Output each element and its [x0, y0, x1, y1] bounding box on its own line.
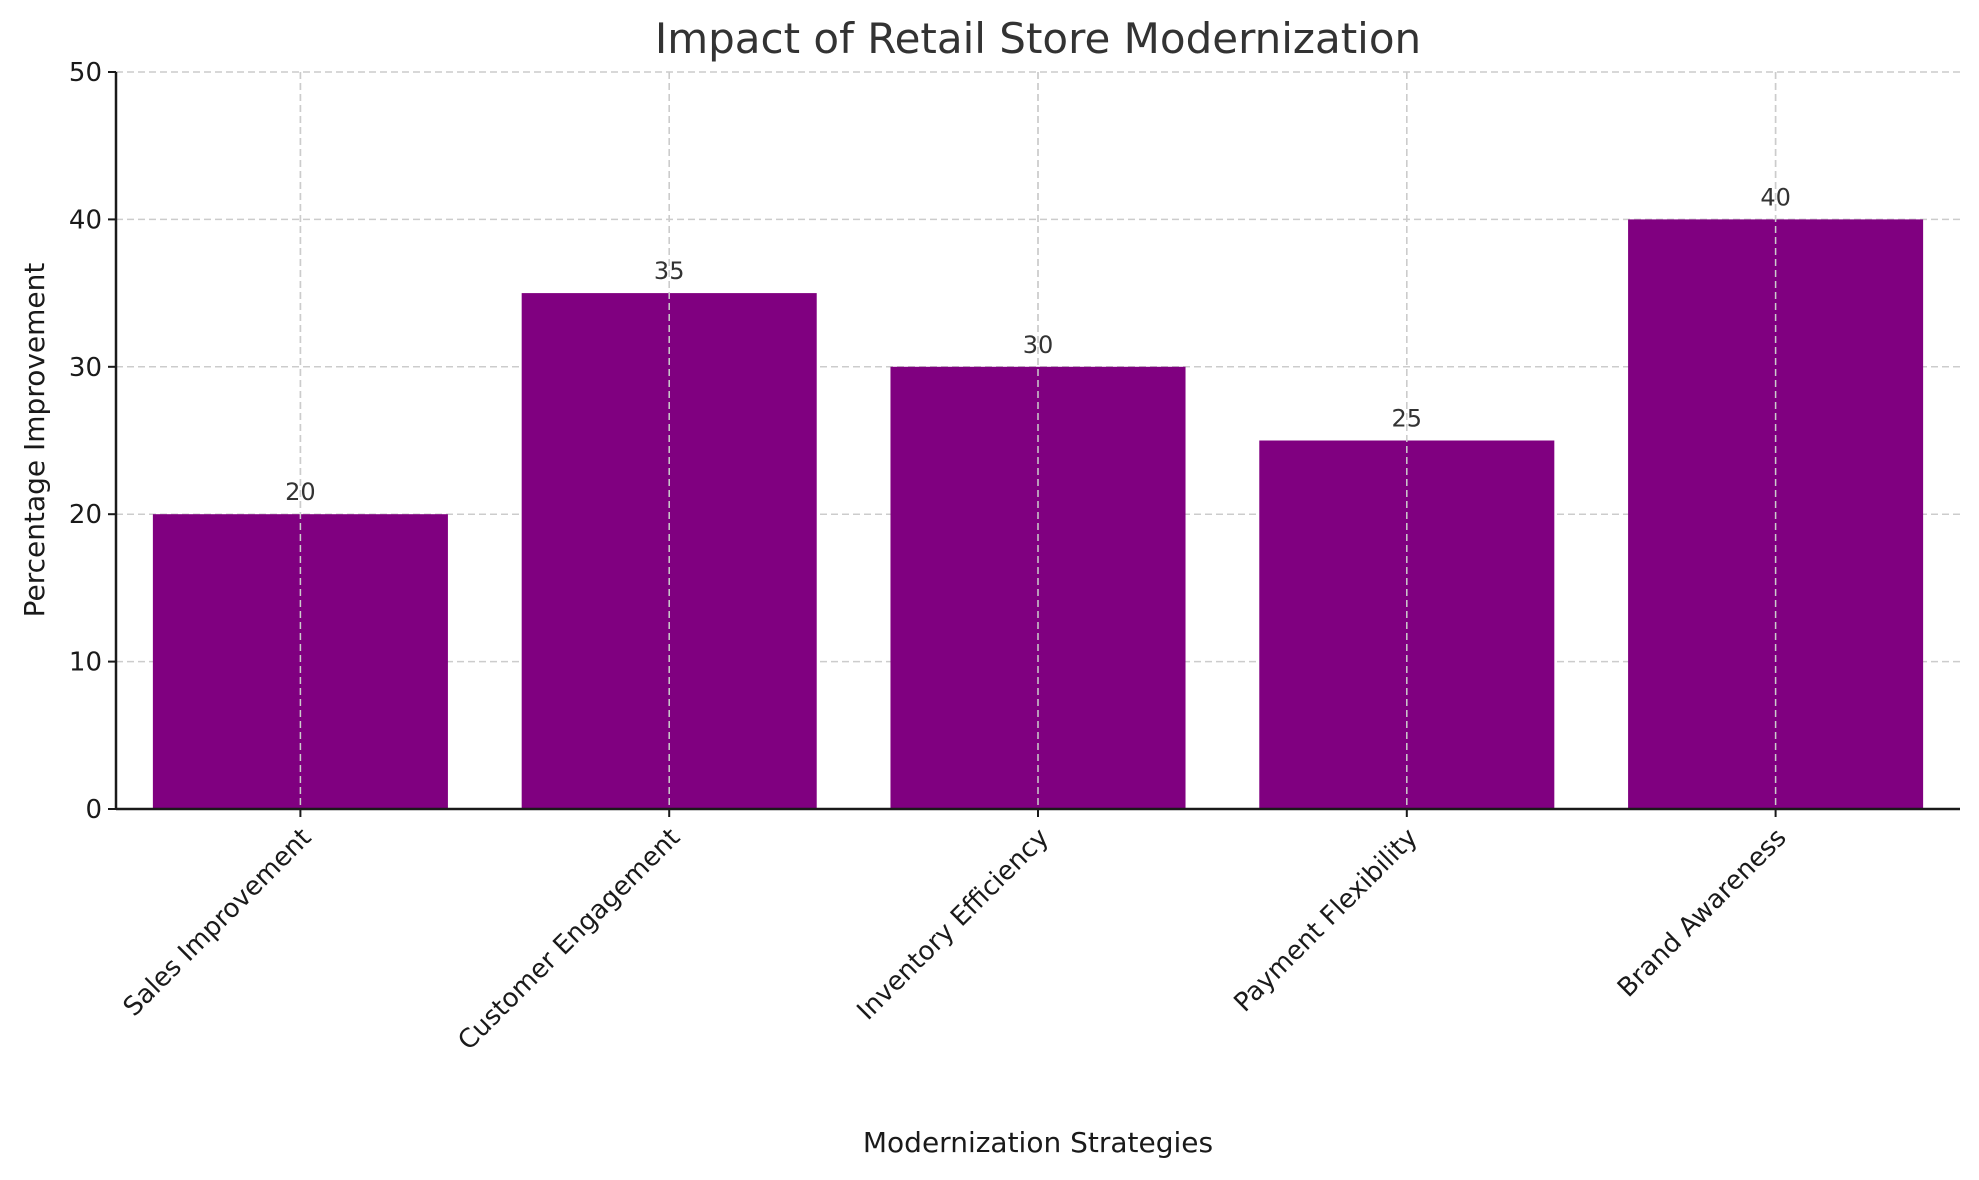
x-tick-label: Payment Flexibility: [1228, 823, 1423, 1018]
y-tick-label: 0: [85, 795, 102, 825]
bar-value-label: 20: [285, 478, 316, 506]
bar-value-label: 30: [1023, 331, 1054, 359]
bars: 20 35 30 25 40: [152, 72, 1924, 810]
x-tick-label: Inventory Efficiency: [852, 823, 1055, 1026]
bar-value-label: 40: [1760, 183, 1791, 211]
y-tick-label: 30: [69, 353, 102, 383]
bar: [890, 366, 1186, 809]
y-tick-label: 20: [69, 500, 102, 530]
y-tick-label: 40: [69, 205, 102, 235]
x-tick-label: Sales Improvement: [118, 823, 318, 1023]
x-axis-label: Modernization Strategies: [863, 1126, 1213, 1159]
y-tick-label: 50: [69, 58, 102, 88]
y-axis-label: Percentage Improvement: [18, 263, 51, 618]
y-tick-label: 10: [69, 648, 102, 678]
bar-value-label: 25: [1392, 405, 1423, 433]
x-tick-label: Customer Engagement: [453, 823, 687, 1057]
chart-title: Impact of Retail Store Modernization: [655, 14, 1421, 63]
x-tick-label: Brand Awareness: [1612, 823, 1793, 1004]
bar-value-label: 35: [654, 257, 685, 285]
